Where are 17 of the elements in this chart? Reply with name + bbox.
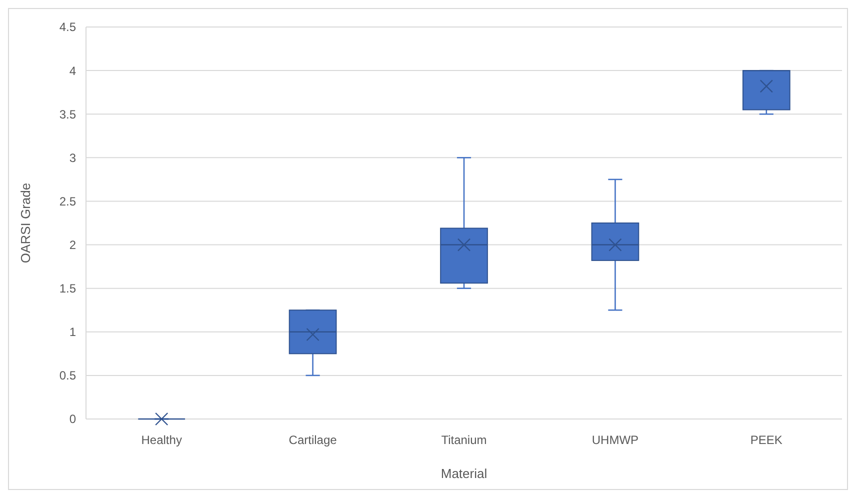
y-tick-label: 0 (69, 412, 76, 426)
y-tick-label: 1 (69, 325, 76, 340)
y-tick-label: 3 (69, 150, 76, 165)
y-tick-label: 1.5 (59, 282, 76, 296)
x-tick-label: PEEK (750, 433, 782, 447)
y-tick-label: 0.5 (59, 368, 76, 383)
y-tick-label: 3.5 (59, 107, 76, 122)
y-tick-label: 4.5 (59, 20, 76, 34)
x-axis-title: Material (440, 466, 488, 481)
x-tick-label: Titanium (441, 433, 487, 447)
x-tick-label: Healthy (141, 433, 182, 447)
y-tick-label: 2 (69, 238, 76, 252)
x-tick-label: UHMWP (592, 433, 639, 447)
y-axis-title: OARSI Grade (18, 182, 33, 264)
y-tick-label: 2.5 (59, 194, 76, 208)
y-tick-label: 4 (69, 64, 76, 78)
x-tick-label: Cartilage (288, 433, 338, 447)
